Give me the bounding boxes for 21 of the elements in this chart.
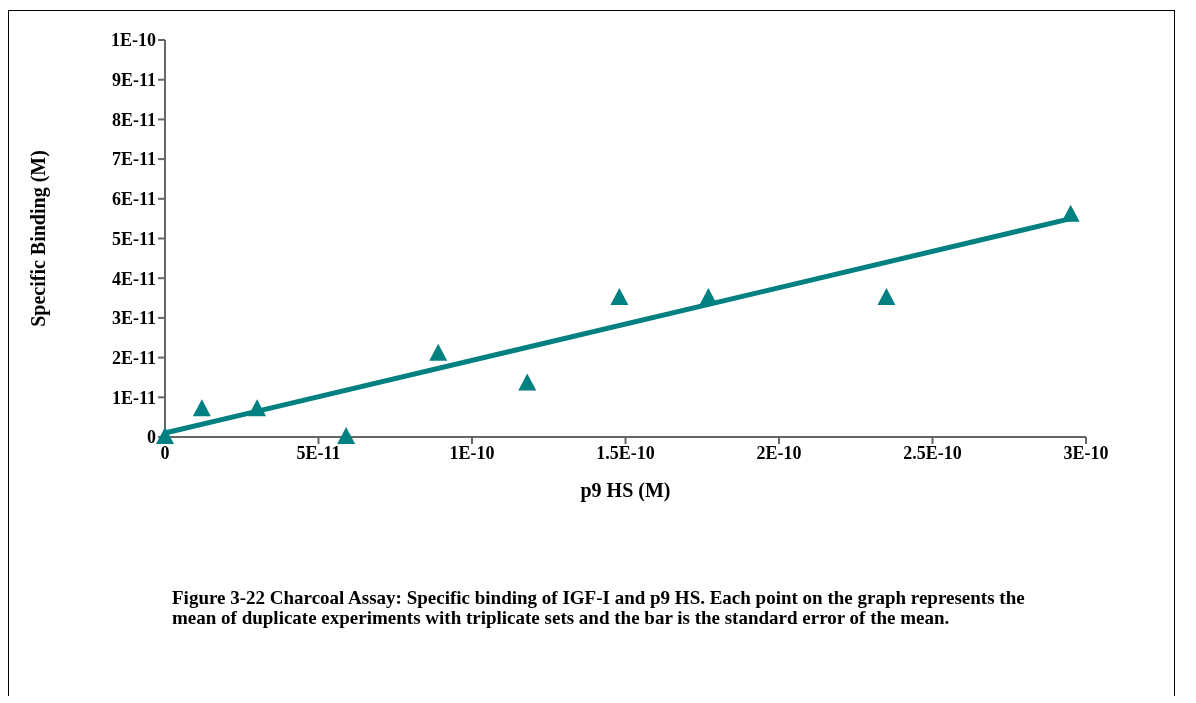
y-tick-label: 9E-11 — [111, 70, 156, 91]
x-axis-title: p9 HS (M) — [580, 479, 671, 502]
x-tick-label: 1.5E-10 — [596, 442, 655, 463]
y-tick-label: 0 — [147, 427, 156, 448]
y-tick-label: 7E-11 — [111, 149, 156, 170]
y-tick-label: 6E-11 — [111, 189, 156, 210]
y-tick-label: 1E-11 — [111, 387, 156, 408]
y-tick-label: 2E-11 — [111, 347, 156, 368]
y-tick-label: 3E-11 — [111, 308, 156, 329]
y-tick-label: 8E-11 — [111, 109, 156, 130]
y-tick-label: 1E-10 — [111, 30, 156, 51]
x-tick-label: 1E-10 — [449, 442, 495, 463]
x-tick-label: 0 — [160, 442, 170, 463]
y-tick-label: 4E-11 — [111, 268, 156, 289]
x-tick-label: 5E-11 — [296, 442, 341, 463]
caption: Figure 3-22 Charcoal Assay: Specific binding of IGF-I and p9 HS. Each point on the graph represents the mean of duplicate experiments with triplicate sets and the bar is the standard error of the mean. — [172, 587, 1026, 628]
y-axis-title: Specific Binding (M) — [27, 150, 51, 327]
x-tick-label: 2E-10 — [756, 442, 802, 463]
x-tick-label: 3E-10 — [1063, 442, 1109, 463]
y-tick-label: 5E-11 — [111, 228, 156, 249]
x-tick-label: 2.5E-10 — [903, 442, 962, 463]
